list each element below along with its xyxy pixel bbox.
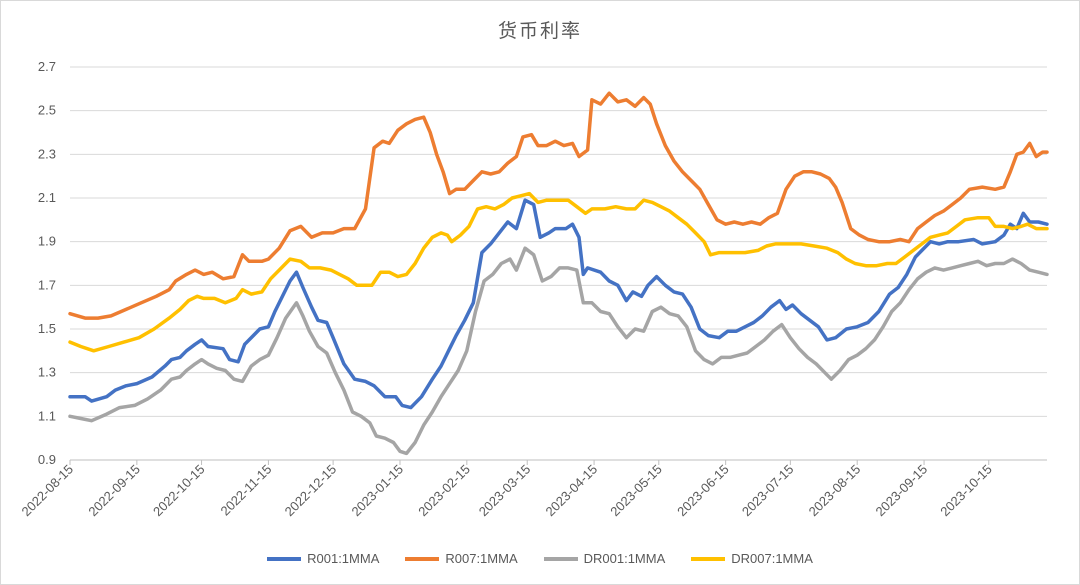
- y-tick-label: 1.5: [38, 321, 56, 336]
- series-line-r001-1mma: [68, 198, 1049, 410]
- x-tick-label: 2023-01-15: [348, 462, 406, 520]
- legend-swatch: [267, 556, 302, 561]
- chart-title: 货币利率: [497, 20, 582, 42]
- x-tick-label: 2022-12-15: [282, 462, 340, 520]
- y-tick-label: 1.9: [38, 234, 56, 249]
- y-axis-ticks: 0.9 1.1 1.3 1.5 1.7 1.9 2.1 2.3 2.5 2.7: [38, 59, 56, 467]
- y-tick-label: 1.1: [38, 408, 56, 423]
- x-axis: 2022-08-15 2022-09-15 2022-10-15 2022-11-15…: [18, 459, 1047, 520]
- legend-label: R007:1MMA: [445, 551, 518, 566]
- legend-swatch: [405, 556, 440, 561]
- legend-item: R007:1MMA: [405, 551, 518, 566]
- legend-label: DR001:1MMA: [583, 551, 666, 566]
- x-tick-label: 2023-10-15: [937, 462, 995, 520]
- x-tick-label: 2022-08-15: [18, 462, 76, 520]
- legend: R001:1MMA R007:1MMA DR001:1MMA DR007:1MMA: [0, 551, 1080, 566]
- x-tick-label: 2023-09-15: [873, 462, 931, 520]
- series-line-r007-1mma: [68, 91, 1049, 320]
- legend-swatch: [543, 556, 578, 561]
- y-tick-label: 1.7: [38, 277, 56, 292]
- legend-item: DR007:1MMA: [691, 551, 813, 566]
- x-tick-label: 2022-11-15: [218, 462, 275, 519]
- y-tick-label: 1.3: [38, 365, 56, 380]
- x-tick-label: 2023-06-15: [674, 462, 732, 520]
- series-line-dr001-1mma: [68, 246, 1049, 456]
- x-tick-label: 2023-04-15: [543, 462, 601, 520]
- x-tick-label: 2022-10-15: [150, 462, 208, 520]
- y-tick-label: 2.1: [38, 190, 56, 205]
- x-tick-label: 2023-02-15: [415, 462, 473, 520]
- x-tick-label: 2023-03-15: [476, 462, 534, 520]
- series-line-dr007-1mma: [68, 191, 1049, 353]
- legend-label: R001:1MMA: [307, 551, 380, 566]
- x-tick-label: 2023-07-15: [739, 462, 797, 520]
- y-tick-label: 2.3: [38, 146, 56, 161]
- legend-label: DR007:1MMA: [731, 551, 813, 566]
- legend-swatch: [691, 556, 726, 561]
- legend-item: R001:1MMA: [267, 551, 379, 566]
- gridlines: [70, 66, 1047, 461]
- x-tick-label: 2022-09-15: [85, 462, 143, 520]
- series-lines: [68, 91, 1049, 456]
- y-tick-label: 2.7: [38, 59, 56, 74]
- y-tick-label: 2.5: [38, 103, 56, 118]
- x-tick-label: 2023-05-15: [607, 462, 665, 520]
- y-tick-label: 0.9: [38, 452, 56, 467]
- x-tick-label: 2023-08-15: [806, 462, 864, 520]
- legend-item: DR001:1MMA: [543, 551, 666, 566]
